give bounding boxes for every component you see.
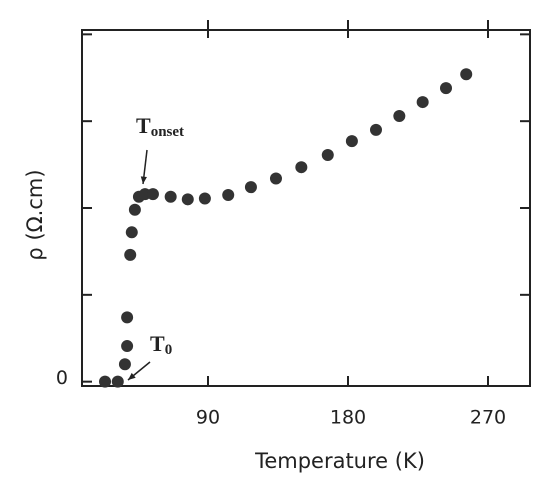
data-point bbox=[111, 375, 124, 388]
annotation-sub: 0 bbox=[165, 342, 173, 358]
data-point bbox=[164, 190, 177, 203]
annotation-arrowhead bbox=[128, 372, 136, 380]
data-point bbox=[222, 188, 235, 201]
data-point bbox=[181, 193, 194, 206]
annotation: T0 bbox=[150, 331, 172, 358]
y-axis-label: ρ (Ω.cm) bbox=[23, 169, 47, 260]
data-point bbox=[118, 358, 131, 371]
data-point bbox=[146, 188, 159, 201]
data-point bbox=[345, 135, 358, 148]
data-point bbox=[128, 203, 141, 216]
data-point bbox=[440, 82, 452, 95]
data-point bbox=[370, 123, 382, 136]
data-point bbox=[393, 109, 406, 122]
data-point bbox=[295, 161, 308, 174]
y-tick-label: 0 bbox=[56, 367, 68, 389]
x-tick-label: 270 bbox=[470, 407, 506, 429]
data-point bbox=[121, 340, 134, 353]
data-point bbox=[124, 248, 137, 261]
data-point bbox=[460, 68, 473, 81]
annotation-sub: onset bbox=[151, 124, 184, 140]
data-point bbox=[244, 181, 257, 194]
data-point bbox=[99, 375, 112, 388]
data-point bbox=[198, 192, 211, 205]
data-point bbox=[321, 149, 334, 162]
data-point bbox=[416, 96, 429, 109]
annotation-main: T bbox=[136, 113, 151, 138]
data-point bbox=[269, 172, 282, 185]
x-axis-label: Temperature (K) bbox=[254, 449, 425, 473]
data-point bbox=[121, 311, 134, 324]
annotation-arrowhead bbox=[140, 176, 147, 184]
x-tick-label: 90 bbox=[196, 407, 220, 429]
annotation: Tonset bbox=[136, 113, 184, 140]
data-point bbox=[125, 226, 138, 239]
annotation-main: T bbox=[150, 331, 165, 356]
x-tick-label: 180 bbox=[330, 407, 366, 429]
